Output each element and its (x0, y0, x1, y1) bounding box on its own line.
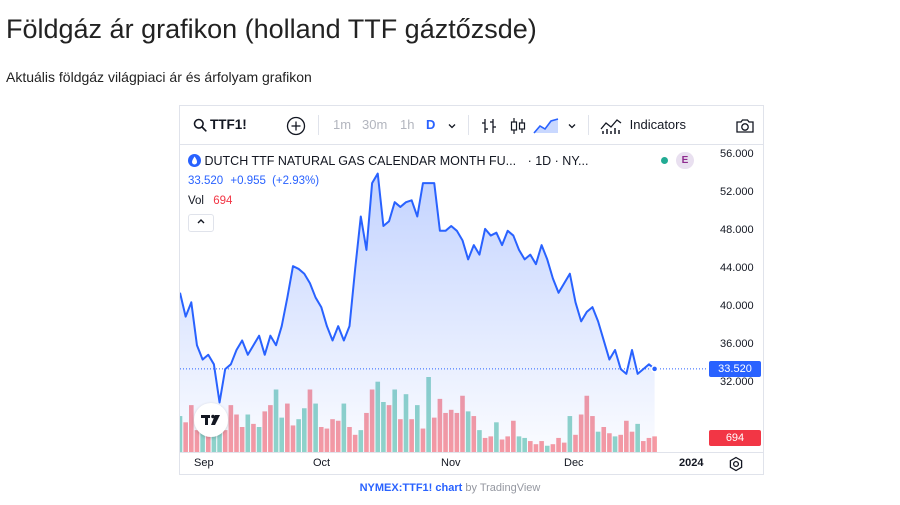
symbol-meta: · 1D · NY... (527, 154, 589, 168)
page-subtitle: Aktuális földgáz világpiaci ár és árfoly… (6, 69, 312, 85)
price-tick: 52.000 (720, 185, 754, 198)
candles-style-button[interactable] (509, 106, 527, 144)
last-price-marker (650, 365, 659, 373)
price-tick: 44.000 (720, 261, 754, 274)
market-status-dot (661, 157, 668, 164)
price-axis[interactable]: 56.000 52.000 48.000 44.000 40.000 36.00… (708, 144, 763, 452)
time-tick: Dec (564, 457, 584, 469)
time-tick: Sep (194, 457, 214, 469)
chevron-down-icon (568, 123, 576, 128)
chevron-down-icon (448, 123, 456, 128)
candlestick-icon (510, 117, 526, 134)
time-tick: 2024 (679, 457, 704, 469)
symbol-search-button[interactable]: TTF1! (193, 106, 247, 144)
compare-symbol-button[interactable] (286, 106, 306, 144)
price-tick: 48.000 (720, 223, 754, 236)
bar-chart-icon (482, 118, 496, 133)
last-price-value: 33.520 (188, 175, 224, 187)
area-chart-icon (533, 117, 559, 134)
price-line (179, 172, 656, 404)
gas-flame-icon (188, 154, 201, 167)
exchange-badge[interactable]: E (676, 152, 694, 169)
toolbar-divider (318, 115, 319, 135)
symbol-legend[interactable]: DUTCH TTF NATURAL GAS CALENDAR MONTH FU.… (188, 154, 588, 168)
chart-settings-button[interactable] (728, 456, 744, 477)
credit-by: by TradingView (465, 482, 541, 494)
volume-value: 694 (213, 195, 233, 207)
indicators-icon (600, 118, 622, 134)
change-percent: (+2.93%) (272, 175, 320, 187)
chart-toolbar: TTF1! 1m 30m 1h D Indicators (180, 106, 763, 145)
chart-credit: NYMEX:TTF1! chart by TradingView (0, 482, 900, 494)
collapse-legend-button[interactable] (188, 214, 214, 232)
price-chart[interactable] (177, 144, 708, 453)
symbol-label: TTF1! (210, 117, 247, 132)
interval-dropdown[interactable] (447, 106, 457, 144)
area-style-button[interactable] (533, 106, 559, 144)
change-value: +0.955 (230, 175, 266, 187)
plot-area[interactable]: DUTCH TTF NATURAL GAS CALENDAR MONTH FU.… (177, 144, 708, 453)
time-axis[interactable]: Sep Oct Nov Dec 2024 (180, 452, 763, 475)
last-price-label: 33.520 (709, 360, 761, 377)
price-area (180, 173, 655, 452)
indicators-button[interactable]: Indicators (600, 106, 686, 144)
volume-legend: Vol 694 (188, 195, 232, 207)
toolbar-divider (468, 115, 469, 135)
price-tick: 56.000 (720, 147, 754, 160)
indicators-label: Indicators (629, 117, 686, 132)
last-volume-label: 694 (709, 430, 761, 446)
plus-circle-icon (286, 116, 306, 135)
gear-icon (729, 456, 743, 472)
page-title: Földgáz ár grafikon (holland TTF gáztőzs… (6, 14, 537, 44)
chart-source-link[interactable]: NYMEX:TTF1! chart (359, 482, 463, 494)
symbol-description: DUTCH TTF NATURAL GAS CALENDAR MONTH FU.… (204, 154, 517, 168)
camera-icon (736, 118, 754, 133)
bars-style-button[interactable] (480, 106, 498, 144)
time-tick: Oct (313, 457, 331, 469)
interval-1d[interactable]: D (426, 117, 436, 132)
price-tick: 40.000 (720, 300, 754, 313)
interval-1m[interactable]: 1m (333, 117, 352, 132)
interval-30m[interactable]: 30m (362, 117, 388, 132)
tradingview-logo-icon (201, 414, 220, 425)
interval-1h[interactable]: 1h (400, 117, 415, 132)
chart-style-dropdown[interactable] (567, 106, 577, 144)
time-tick: Nov (441, 457, 461, 469)
price-tick: 36.000 (720, 338, 754, 351)
snapshot-button[interactable] (735, 106, 755, 144)
toolbar-divider (588, 115, 589, 135)
tradingview-widget: TTF1! 1m 30m 1h D Indicators (177, 105, 764, 475)
volume-label: Vol (188, 195, 204, 207)
tradingview-logo[interactable] (194, 403, 228, 437)
search-icon (193, 119, 207, 133)
price-tick: 32.000 (720, 376, 754, 389)
chevron-up-icon (197, 219, 205, 224)
price-quote: 33.520 +0.955 (+2.93%) (188, 175, 319, 187)
